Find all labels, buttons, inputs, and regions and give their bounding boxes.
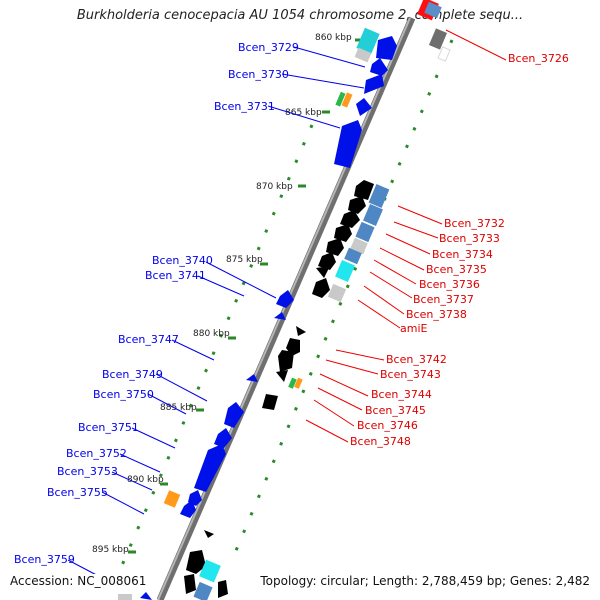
gene-arrow-reverse[interactable] [224,402,244,428]
gene-label[interactable]: Bcen_3748 [350,435,411,448]
gene-block-steelblue[interactable] [363,203,383,227]
gene-label[interactable]: Bcen_3749 [102,368,163,381]
gene-arrow-forward[interactable] [312,278,330,298]
gene-label[interactable]: Bcen_3730 [228,68,289,81]
gene-arrow-forward[interactable] [278,350,294,372]
gene-arrow-forward[interactable] [354,180,374,200]
gene-arrow-forward[interactable] [340,210,360,228]
gene-label[interactable]: Bcen_3744 [371,388,432,401]
chromosome-backbone [156,16,416,600]
right-callout-lines [305,29,507,443]
gene-label[interactable]: Bcen_3759 [14,553,75,566]
kbp-tick-group: 860 kbp 865 kbp 870 kbp 875 kbp 880 kbp … [92,33,363,555]
gene-arrow-forward[interactable] [348,196,366,214]
tick-label: 890 kbp [127,475,164,485]
tick-label: 895 kbp [92,545,129,555]
accent-genes[interactable] [163,27,380,508]
accession-text: Accession: NC_008061 [8,574,149,588]
gene-arrow-forward[interactable] [334,224,352,242]
gene-block-grey[interactable] [327,283,347,303]
gene-block-steelblue[interactable] [368,184,390,208]
gene-label[interactable]: Bcen_3746 [357,419,418,432]
gene-arrow-reverse[interactable] [276,290,294,308]
gene-block-white[interactable] [437,46,451,62]
gene-label[interactable]: Bcen_3752 [66,447,127,460]
gene-label[interactable]: Bcen_3736 [419,278,480,291]
gene-arrow-reverse[interactable] [356,98,372,116]
left-gene-labels: Bcen_3729 Bcen_3730 Bcen_3731 Bcen_3740 … [14,41,299,566]
gene-arrow-forward[interactable] [262,394,278,410]
gene-arrow-forward[interactable] [296,326,306,336]
gene-block-orange[interactable] [163,490,181,508]
gene-label[interactable]: amiE [400,322,428,335]
gene-block-grey[interactable] [118,594,132,600]
gene-block-steelblue[interactable] [424,1,442,19]
gene-label[interactable]: Bcen_3729 [238,41,299,54]
gene-block-orange[interactable] [294,377,303,389]
left-callout-lines [67,46,366,581]
gene-block-grey[interactable] [354,47,372,63]
gene-arrow-reverse[interactable] [246,374,258,382]
gene-block-steelblue[interactable] [355,221,375,243]
gene-arrow-reverse[interactable] [140,592,152,600]
chromosome-backbone-highlight [157,17,411,600]
tick-label: 880 kbp [193,329,230,339]
gene-arrow-reverse[interactable] [370,58,388,76]
gene-block-cyan[interactable] [356,27,380,55]
gene-label[interactable]: Bcen_3755 [47,486,108,499]
gene-label[interactable]: Bcen_3740 [152,254,213,267]
gene-arrow-forward[interactable] [318,252,336,270]
gene-arrow-reverse[interactable] [194,444,226,492]
gene-label[interactable]: Bcen_3732 [444,217,505,230]
gene-block-cyan[interactable] [199,559,221,583]
gene-arrow-forward[interactable] [276,370,288,382]
tick-label: 870 kbp [256,182,293,192]
gene-label[interactable]: Bcen_3737 [413,293,474,306]
gene-arrow-reverse[interactable] [274,312,286,320]
gene-label[interactable]: Bcen_3741 [145,269,206,282]
gene-label[interactable]: Bcen_3742 [386,353,447,366]
gene-label[interactable]: Bcen_3726 [508,52,569,65]
gene-arrow-reverse[interactable] [180,500,196,518]
gene-block-dark-grey[interactable] [428,28,448,50]
gene-arrow-reverse[interactable] [214,428,232,448]
gene-arrow-forward[interactable] [204,530,214,538]
gene-arrow-forward[interactable] [326,238,344,256]
gene-block-steelblue[interactable] [193,581,213,600]
gene-label[interactable]: Bcen_3745 [365,404,426,417]
gene-label[interactable]: Bcen_3738 [406,308,467,321]
gene-label[interactable]: Bcen_3751 [78,421,139,434]
topology-summary-text: Topology: circular; Length: 2,788,459 bp… [258,574,592,588]
right-gene-labels: Bcen_3726 Bcen_3732 Bcen_3733 Bcen_3734 … [350,52,569,448]
gene-block-grey[interactable] [350,237,368,255]
gene-label[interactable]: Bcen_3743 [380,368,441,381]
forward-strand-genes[interactable] [118,0,451,600]
gene-arrow-forward[interactable] [186,550,206,574]
gene-label[interactable]: Bcen_3735 [426,263,487,276]
gene-arrow-forward[interactable] [184,574,196,594]
gene-label[interactable]: Bcen_3753 [57,465,118,478]
tick-label: 885 kbp [160,403,197,413]
gene-label[interactable]: Bcen_3747 [118,333,179,346]
gene-block-orange[interactable] [341,92,353,108]
tick-label: 860 kbp [315,33,352,43]
gene-arrow-forward[interactable] [218,580,228,598]
gene-block-steelblue[interactable] [344,247,362,265]
gene-arrow-reverse[interactable] [364,74,384,94]
gene-label[interactable]: Bcen_3750 [93,388,154,401]
gene-arrow-reverse[interactable] [376,36,397,60]
tick-label: 865 kbp [285,108,322,118]
gene-arrow-reverse[interactable] [334,120,362,168]
gene-block-green[interactable] [335,91,346,107]
reverse-strand-genes[interactable] [140,36,397,600]
gene-label[interactable]: Bcen_3733 [439,232,500,245]
gene-label[interactable]: Bcen_3731 [214,100,275,113]
gene-block-green[interactable] [288,377,297,389]
gene-block-cyan[interactable] [335,259,355,283]
tick-label: 875 kbp [226,255,263,265]
gene-arrow-forward[interactable] [316,266,330,278]
gene-label[interactable]: Bcen_3734 [432,248,493,261]
